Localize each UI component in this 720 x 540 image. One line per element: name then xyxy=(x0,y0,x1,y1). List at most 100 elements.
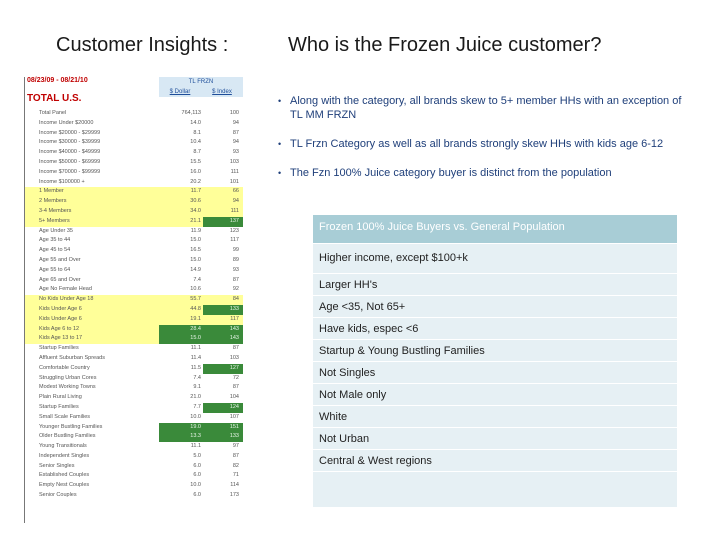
row-index-value: 117 xyxy=(203,314,243,325)
table-row: Income $70000 - $99999 16.0 111 xyxy=(25,168,243,178)
table-row: Age 55 and Over 15.0 89 xyxy=(25,256,243,266)
row-dollar-value: 10.0 xyxy=(190,413,201,420)
table-row: Established Couples 6.0 71 xyxy=(25,471,243,481)
table-row: Startup Families 11.1 87 xyxy=(25,344,243,354)
row-index-value: 87 xyxy=(232,384,239,391)
table-row: Income $50000 - $69999 15.5 103 xyxy=(25,158,243,168)
row-label: Small Scale Families xyxy=(39,413,91,420)
row-label: No Kids Under Age 18 xyxy=(25,295,159,305)
row-dollar-value: 21.1 xyxy=(159,216,203,227)
row-index-value: 87 xyxy=(232,452,239,459)
row-dollar-value: 764,113 xyxy=(181,110,201,116)
row-dollar-value: 7.7 xyxy=(193,403,201,410)
row-index-value: 101 xyxy=(229,178,239,185)
row-dollar-value: 21.0 xyxy=(190,394,201,401)
findings-table-header: Frozen 100% Juice Buyers vs. General Pop… xyxy=(313,215,677,243)
row-label: Age 45 to 54 xyxy=(39,247,71,254)
row-dollar-value: 15.0 xyxy=(159,334,203,345)
row-label: Age No Female Head xyxy=(39,286,92,293)
findings-row: Age <35, Not 65+ xyxy=(313,295,677,317)
row-dollar-value: 10.6 xyxy=(190,286,201,293)
row-index-value: 71 xyxy=(232,472,239,479)
row-dollar-value: 7.4 xyxy=(193,374,201,381)
table-row: Comfortable Country 11.5 127 xyxy=(25,363,243,374)
row-label: Kids Age 13 to 17 xyxy=(25,334,159,345)
table-row: Income $30000 - $39999 10.4 94 xyxy=(25,138,243,148)
table-row: Empty Nest Couples 10.0 114 xyxy=(25,481,243,491)
row-dollar-value: 11.1 xyxy=(190,443,201,450)
row-index-value: 84 xyxy=(203,295,243,305)
row-dollar-value: 6.0 xyxy=(193,462,201,469)
row-index-value: 143 xyxy=(203,324,243,335)
row-label: 5+ Members xyxy=(25,216,159,227)
findings-row: Not Urban xyxy=(313,427,677,449)
table-row: Older Bustling Families 13.3 133 xyxy=(25,432,243,443)
row-label: Income $40000 - $49999 xyxy=(39,149,101,156)
spreadsheet-rows: Total Panel 764,113 100 Income Under $20000… xyxy=(25,109,243,501)
table-row: Plain Rural Living 21.0 104 xyxy=(25,393,243,403)
table-row: Total Panel 764,113 100 xyxy=(25,109,243,119)
row-dollar-value: 7.4 xyxy=(193,276,201,283)
row-dollar-value: 10.4 xyxy=(190,139,201,146)
row-index-value: 89 xyxy=(232,256,239,263)
findings-table-body: Higher income, except $100+k Larger HH's A… xyxy=(313,243,677,507)
row-index-value: 173 xyxy=(229,492,239,499)
table-row: Income $100000 + 20.2 101 xyxy=(25,178,243,188)
row-dollar-value: 20.2 xyxy=(190,178,201,185)
table-row: Income Under $20000 14.0 94 xyxy=(25,119,243,129)
row-dollar-value: 8.7 xyxy=(193,149,201,156)
row-dollar-value: 6.0 xyxy=(193,472,201,479)
insight-bullets: • Along with the category, all brands ske… xyxy=(278,94,688,195)
row-label: Startup Families xyxy=(39,403,79,410)
table-row: No Kids Under Age 18 55.7 84 xyxy=(25,295,243,305)
row-index-value: 94 xyxy=(232,119,239,126)
row-dollar-value: 8.1 xyxy=(193,129,201,136)
row-dollar-value: 16.5 xyxy=(190,247,201,254)
row-dollar-value: 19.0 xyxy=(159,422,203,433)
column-group-label: TL FRZN xyxy=(188,79,214,85)
row-dollar-value: 44.8 xyxy=(159,304,203,315)
row-dollar-value: 11.1 xyxy=(190,345,201,352)
row-dollar-value: 11.5 xyxy=(190,364,201,371)
row-index-value: 87 xyxy=(232,345,239,352)
bullet-dot-icon: • xyxy=(278,168,282,178)
row-label: Income $100000 + xyxy=(39,178,85,185)
row-dollar-value: 5.0 xyxy=(193,452,201,459)
row-label: Struggling Urban Cores xyxy=(39,374,97,381)
table-row: Age 35 to 44 15.0 117 xyxy=(25,236,243,246)
row-index-value: 99 xyxy=(232,247,239,254)
region-label: TOTAL U.S. xyxy=(27,93,82,104)
column-group-header: TL FRZN $ Dollar $ Index xyxy=(159,77,243,97)
findings-row: White xyxy=(313,405,677,427)
row-label: 2 Members xyxy=(25,197,159,207)
row-dollar-value: 11.4 xyxy=(190,354,201,361)
table-row: Kids Under Age 6 19.1 117 xyxy=(25,314,243,325)
row-label: Older Bustling Families xyxy=(39,433,96,440)
findings-table: Frozen 100% Juice Buyers vs. General Pop… xyxy=(313,215,677,507)
row-dollar-value: 14.0 xyxy=(190,119,201,126)
findings-row: Startup & Young Bustling Families xyxy=(313,339,677,361)
row-dollar-value: 9.1 xyxy=(193,384,201,391)
table-row: Kids Age 6 to 12 28.4 143 xyxy=(25,324,243,335)
row-label: Income $30000 - $39999 xyxy=(39,139,101,146)
table-row: Young Transitionals 11.1 97 xyxy=(25,442,243,452)
table-row: Senior Singles 6.0 82 xyxy=(25,462,243,472)
row-index-value: 94 xyxy=(203,197,243,207)
row-label: Comfortable Country xyxy=(39,364,90,371)
table-row: Younger Bustling Families 19.0 151 xyxy=(25,422,243,433)
row-label: Plain Rural Living xyxy=(39,394,82,401)
row-label: 1 Member xyxy=(25,187,159,198)
row-index-value: 87 xyxy=(232,276,239,283)
row-dollar-value: 13.3 xyxy=(159,432,203,443)
row-index-value: 127 xyxy=(203,363,243,374)
row-dollar-value: 19.1 xyxy=(159,314,203,325)
row-index-value: 111 xyxy=(203,206,243,217)
row-index-value: 66 xyxy=(203,187,243,198)
date-range: 08/23/09 - 08/21/10 xyxy=(27,77,88,84)
row-index-value: 111 xyxy=(230,168,239,175)
row-label: Age 55 and Over xyxy=(39,256,81,263)
spreadsheet-header: 08/23/09 - 08/21/10 TOTAL U.S. TL FRZN $… xyxy=(25,77,243,109)
row-index-value: 103 xyxy=(229,158,239,165)
row-label: Kids Age 6 to 12 xyxy=(25,324,159,335)
row-dollar-value: 30.6 xyxy=(159,197,203,207)
